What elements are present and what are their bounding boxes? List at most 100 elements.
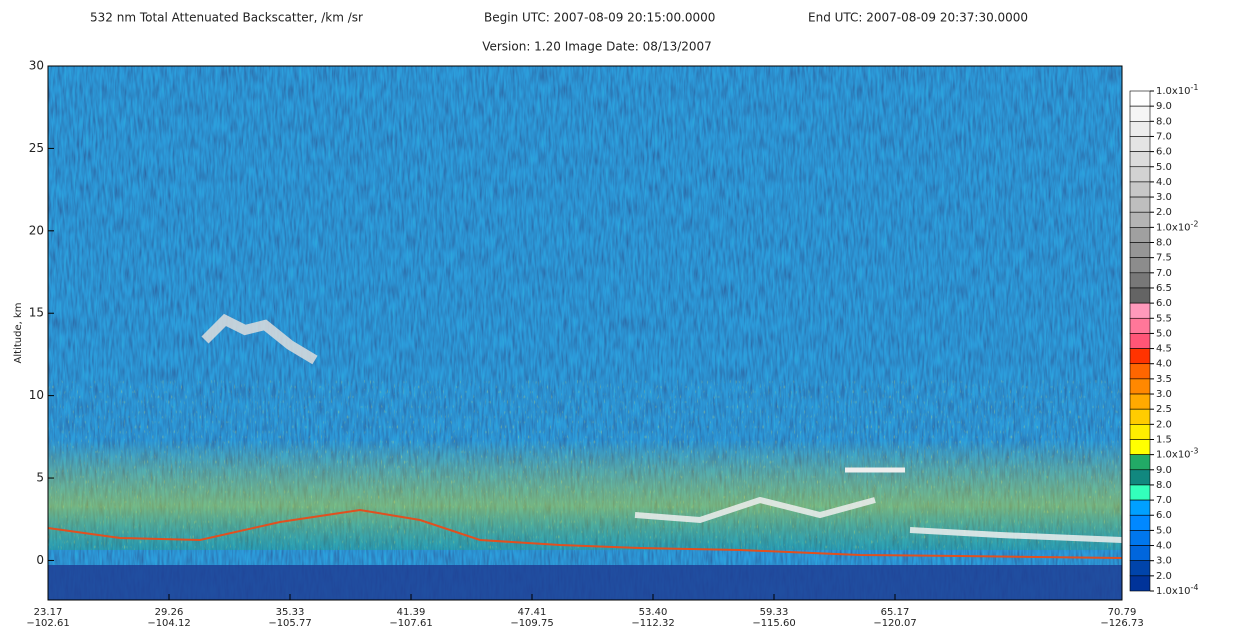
chart: 532 nm Total Attenuated Backscatter, /km… bbox=[0, 0, 1240, 630]
colorbar-label-text: 6.0 bbox=[1156, 510, 1172, 521]
colorbar-label: 5.0 bbox=[1156, 328, 1172, 339]
colorbar-label: 4.5 bbox=[1156, 344, 1172, 355]
x-tick-lon: −115.60 bbox=[752, 618, 795, 629]
colorbar-label: 5.0 bbox=[1156, 525, 1172, 536]
colorbar-cell bbox=[1130, 546, 1150, 561]
colorbar-label: 6.5 bbox=[1156, 283, 1172, 294]
colorbar-cell bbox=[1130, 273, 1150, 288]
colorbar-label: 7.0 bbox=[1156, 268, 1172, 279]
y-tick-label: 10 bbox=[29, 388, 44, 402]
colorbar-label: 3.0 bbox=[1156, 192, 1172, 203]
x-tick-lon: −105.77 bbox=[268, 618, 311, 629]
x-tick-lat: 65.17 bbox=[881, 607, 910, 618]
colorbar-label-exponent: -3 bbox=[1191, 446, 1199, 455]
x-tick-lon: −120.07 bbox=[873, 618, 916, 629]
colorbar-label: 1.0x10-1 bbox=[1156, 83, 1199, 98]
x-tick-lat: 70.79 bbox=[1108, 607, 1137, 618]
colorbar-label: 8.0 bbox=[1156, 480, 1172, 491]
x-tick-lat: 53.40 bbox=[639, 607, 668, 618]
colorbar-label-text: 6.0 bbox=[1156, 147, 1172, 158]
colorbar-label: 2.0 bbox=[1156, 419, 1172, 430]
x-tick-lon: −109.75 bbox=[510, 618, 553, 629]
colorbar-label: 1.0x10-4 bbox=[1156, 583, 1199, 598]
x-tick-lat: 29.26 bbox=[155, 607, 184, 618]
colorbar-label-text: 1.0x10 bbox=[1156, 222, 1191, 233]
colorbar-label-text: 5.0 bbox=[1156, 525, 1172, 536]
colorbar-label-text: 7.0 bbox=[1156, 268, 1172, 279]
colorbar-label: 8.0 bbox=[1156, 116, 1172, 127]
colorbar-label: 6.0 bbox=[1156, 147, 1172, 158]
colorbar-cell bbox=[1130, 485, 1150, 500]
x-tick-lat: 23.17 bbox=[34, 607, 63, 618]
colorbar-label-text: 5.0 bbox=[1156, 162, 1172, 173]
speckle bbox=[48, 380, 1122, 550]
colorbar-label: 9.0 bbox=[1156, 101, 1172, 112]
x-tick-lat: 41.39 bbox=[397, 607, 426, 618]
colorbar-cell bbox=[1130, 439, 1150, 454]
colorbar-label: 4.0 bbox=[1156, 541, 1172, 552]
colorbar-cell bbox=[1130, 349, 1150, 364]
colorbar-label-exponent: -2 bbox=[1191, 219, 1199, 228]
y-tick-label: 20 bbox=[29, 223, 44, 237]
colorbar-label: 2.5 bbox=[1156, 404, 1172, 415]
colorbar-cell bbox=[1130, 91, 1150, 106]
colorbar-label-text: 5.5 bbox=[1156, 313, 1172, 324]
colorbar-cell bbox=[1130, 288, 1150, 303]
colorbar-label-text: 7.0 bbox=[1156, 131, 1172, 142]
colorbar-label: 9.0 bbox=[1156, 465, 1172, 476]
colorbar-cell bbox=[1130, 379, 1150, 394]
colorbar-label-text: 1.5 bbox=[1156, 434, 1172, 445]
colorbar-label: 5.0 bbox=[1156, 162, 1172, 173]
x-tick-lat: 35.33 bbox=[276, 607, 305, 618]
y-tick-label: 5 bbox=[36, 471, 44, 485]
colorbar-cell bbox=[1130, 333, 1150, 348]
y-tick-label: 15 bbox=[29, 306, 44, 320]
colorbar-label: 3.5 bbox=[1156, 374, 1172, 385]
colorbar-cell bbox=[1130, 212, 1150, 227]
colorbar-cell bbox=[1130, 470, 1150, 485]
colorbar-cell bbox=[1130, 167, 1150, 182]
colorbar-label-text: 8.0 bbox=[1156, 480, 1172, 491]
plot-image bbox=[48, 66, 1122, 600]
colorbar-cell bbox=[1130, 500, 1150, 515]
colorbar-label: 7.0 bbox=[1156, 495, 1172, 506]
colorbar-label-text: 4.5 bbox=[1156, 344, 1172, 355]
colorbar-cell bbox=[1130, 455, 1150, 470]
colorbar-label-text: 8.0 bbox=[1156, 116, 1172, 127]
colorbar-label-text: 1.0x10 bbox=[1156, 586, 1191, 597]
colorbar-label-exponent: -4 bbox=[1191, 583, 1199, 592]
colorbar-label: 4.0 bbox=[1156, 177, 1172, 188]
colorbar-cell bbox=[1130, 197, 1150, 212]
colorbar-cell bbox=[1130, 243, 1150, 258]
colorbar-cell bbox=[1130, 136, 1150, 151]
colorbar-label: 7.5 bbox=[1156, 253, 1172, 264]
colorbar-cell bbox=[1130, 515, 1150, 530]
colorbar-label-text: 2.0 bbox=[1156, 207, 1172, 218]
colorbar-cell bbox=[1130, 576, 1150, 591]
end-time: End UTC: 2007-08-09 20:37:30.0000 bbox=[808, 11, 1028, 25]
colorbar-label-text: 6.0 bbox=[1156, 298, 1172, 309]
y-tick-label: 25 bbox=[29, 141, 44, 155]
y-tick-label: 30 bbox=[29, 59, 44, 73]
colorbar-label-text: 2.0 bbox=[1156, 571, 1172, 582]
colorbar-cell bbox=[1130, 530, 1150, 545]
colorbar-label: 1.0x10-3 bbox=[1156, 446, 1199, 461]
x-tick-lon: −112.32 bbox=[631, 618, 674, 629]
y-axis-label: Altitude, km bbox=[13, 303, 24, 364]
title: 532 nm Total Attenuated Backscatter, /km… bbox=[90, 11, 363, 25]
colorbar-label-text: 7.5 bbox=[1156, 253, 1172, 264]
colorbar-label: 7.0 bbox=[1156, 131, 1172, 142]
colorbar-label-text: 8.0 bbox=[1156, 238, 1172, 249]
colorbar-label: 5.5 bbox=[1156, 313, 1172, 324]
colorbar-cell bbox=[1130, 258, 1150, 273]
colorbar-label-text: 3.0 bbox=[1156, 556, 1172, 567]
colorbar-label-text: 9.0 bbox=[1156, 101, 1172, 112]
colorbar-cell bbox=[1130, 561, 1150, 576]
x-tick-lon: −104.12 bbox=[147, 618, 190, 629]
subsurface bbox=[48, 565, 1122, 600]
colorbar-label: 2.0 bbox=[1156, 207, 1172, 218]
y-tick-label: 0 bbox=[36, 553, 44, 567]
colorbar-label-text: 5.0 bbox=[1156, 328, 1172, 339]
colorbar-label-exponent: -1 bbox=[1191, 83, 1199, 92]
colorbar-label-text: 4.0 bbox=[1156, 177, 1172, 188]
